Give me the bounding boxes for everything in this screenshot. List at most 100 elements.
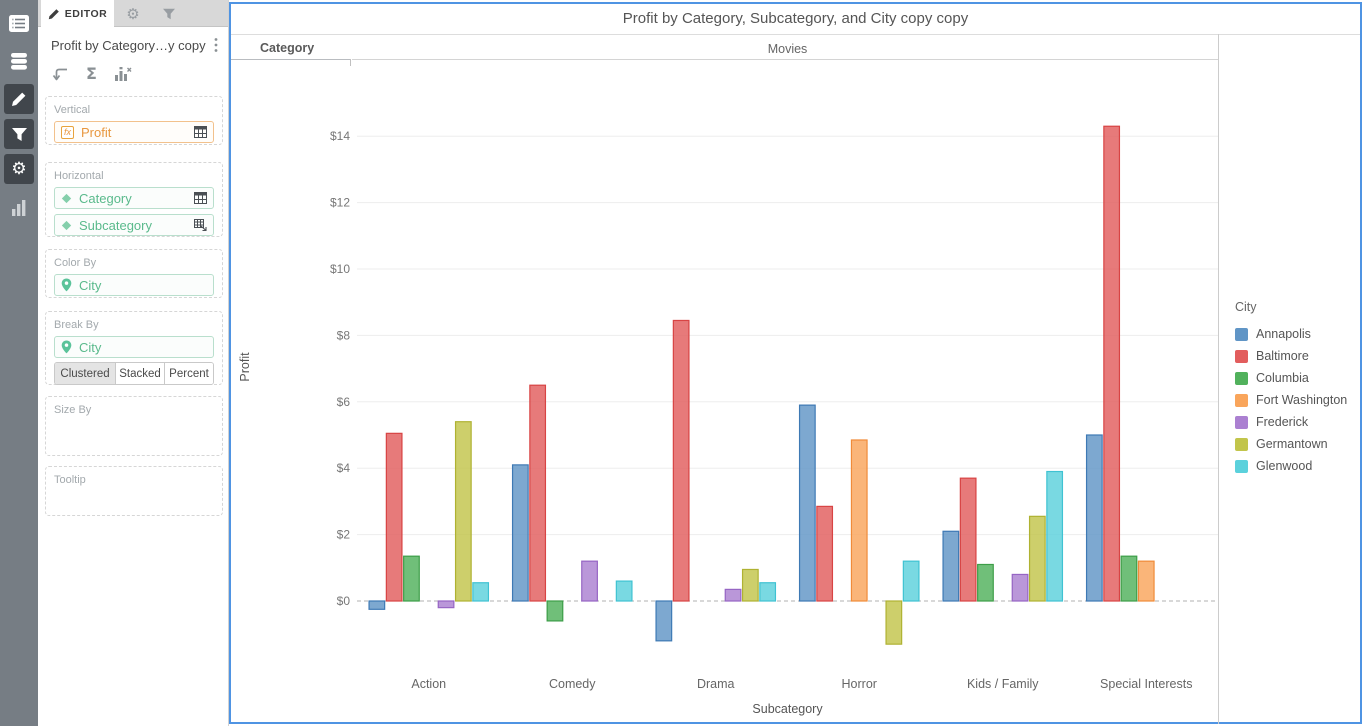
field-label: Category: [79, 190, 132, 206]
chart-title: Profit by Category, Subcategory, and Cit…: [622, 10, 969, 27]
database-icon[interactable]: [4, 46, 34, 76]
list-icon[interactable]: [4, 8, 34, 38]
bar-baltimore-drama[interactable]: [672, 319, 690, 602]
group-label: Size By: [54, 404, 92, 416]
bar-glenwood-action[interactable]: [472, 582, 490, 602]
bar-baltimore-horror[interactable]: [816, 505, 834, 602]
x-tick-label: Kids / Family: [967, 677, 1039, 691]
mode-stacked-button[interactable]: Stacked: [116, 363, 165, 384]
legend-item-baltimore[interactable]: Baltimore: [1235, 345, 1359, 367]
pencil-icon[interactable]: [4, 84, 34, 114]
tab-settings-gear-icon[interactable]: ⚙: [118, 0, 148, 27]
gear-glyph: ⚙: [11, 158, 27, 179]
gear-icon[interactable]: ⚙: [4, 154, 34, 184]
table-icon[interactable]: [194, 192, 207, 204]
vertical-field-profit[interactable]: fx Profit: [54, 121, 214, 143]
legend-swatch: [1235, 349, 1248, 363]
bar-baltimore-kids-family[interactable]: [959, 477, 977, 602]
x-tick-label: Action: [411, 677, 446, 691]
divider: [231, 59, 350, 60]
chart-axis-icon[interactable]: [114, 65, 132, 81]
attribute-diamond-icon: [61, 220, 72, 230]
color-by-field-city[interactable]: City: [54, 274, 214, 296]
group-tooltip[interactable]: Tooltip: [45, 466, 223, 516]
bar-frederick-drama[interactable]: [724, 588, 742, 602]
legend-swatch: [1235, 393, 1248, 407]
filter-icon[interactable]: [4, 119, 34, 149]
group-label: Tooltip: [54, 474, 86, 486]
group-label: Horizontal: [54, 170, 104, 182]
legend-item-annapolis[interactable]: Annapolis: [1235, 323, 1359, 345]
legend-label: Germantown: [1256, 437, 1328, 451]
legend-item-glenwood[interactable]: Glenwood: [1235, 455, 1359, 477]
bar-fort-washington-special-interests[interactable]: [1137, 560, 1155, 602]
bar-annapolis-action[interactable]: [368, 600, 386, 610]
attribute-diamond-icon: [61, 193, 72, 203]
kebab-menu-icon[interactable]: [213, 37, 219, 53]
undo-turn-icon[interactable]: [52, 66, 69, 81]
legend-title: City: [1235, 300, 1257, 314]
legend-item-germantown[interactable]: Germantown: [1235, 433, 1359, 455]
bar-frederick-action[interactable]: [437, 600, 455, 609]
bar-annapolis-kids-family[interactable]: [942, 530, 960, 602]
bar-glenwood-drama[interactable]: [759, 582, 777, 602]
bar-germantown-action[interactable]: [454, 421, 472, 602]
bar-glenwood-kids-family[interactable]: [1046, 470, 1064, 602]
bar-annapolis-drama[interactable]: [655, 600, 673, 642]
bar-columbia-kids-family[interactable]: [977, 563, 994, 602]
bar-annapolis-horror[interactable]: [798, 404, 816, 602]
horizontal-field-category[interactable]: Category: [54, 187, 214, 209]
map-pin-icon: [61, 278, 72, 292]
y-tick-label: $12: [330, 196, 350, 210]
legend-label: Annapolis: [1256, 327, 1311, 341]
bar-germantown-horror[interactable]: [885, 600, 903, 645]
pencil-tab-icon: [48, 8, 59, 19]
fx-icon: fx: [61, 125, 75, 139]
mode-clustered-button[interactable]: Clustered: [55, 363, 116, 384]
legend: City Annapolis Baltimore Columbia Fort Wash…: [1235, 300, 1359, 477]
bar-annapolis-comedy[interactable]: [511, 464, 529, 602]
legend-swatch: [1235, 437, 1248, 451]
bar-frederick-kids-family[interactable]: [1011, 573, 1029, 602]
group-size-by[interactable]: Size By: [45, 396, 223, 456]
field-label: City: [79, 277, 102, 293]
left-rail: ⚙: [0, 0, 38, 726]
legend-item-columbia[interactable]: Columbia: [1235, 367, 1359, 389]
y-tick-label: $6: [337, 395, 351, 409]
bar-columbia-comedy[interactable]: [546, 600, 564, 622]
legend-item-fort-washington[interactable]: Fort Washington: [1235, 389, 1359, 411]
legend-item-frederick[interactable]: Frederick: [1235, 411, 1359, 433]
table-drill-icon[interactable]: [194, 219, 207, 231]
bar-germantown-drama[interactable]: [741, 568, 759, 602]
bar-columbia-special-interests[interactable]: [1120, 555, 1138, 602]
tab-filter-icon[interactable]: [154, 0, 184, 27]
bar-germantown-kids-family[interactable]: [1028, 515, 1046, 602]
bar-frederick-comedy[interactable]: [581, 560, 598, 602]
bar-fort-washington-horror[interactable]: [850, 439, 868, 602]
tab-editor[interactable]: EDITOR: [41, 0, 114, 27]
bar-glenwood-comedy[interactable]: [615, 580, 633, 602]
break-by-field-city[interactable]: City: [54, 336, 214, 358]
bar-baltimore-comedy[interactable]: [529, 384, 547, 602]
bar-columbia-action[interactable]: [403, 555, 420, 602]
table-icon[interactable]: [194, 126, 207, 138]
horizontal-field-subcategory[interactable]: Subcategory: [54, 214, 214, 236]
bar-annapolis-special-interests[interactable]: [1085, 434, 1103, 602]
bar-baltimore-special-interests[interactable]: [1103, 125, 1121, 602]
bar-chart-icon[interactable]: [4, 192, 34, 222]
group-break-by: Break By City Clustered Stacked Percent: [45, 311, 223, 385]
editor-panel: EDITOR ⚙ Profit by Category…y copy: [38, 0, 229, 726]
mode-percent-button[interactable]: Percent: [165, 363, 213, 384]
sigma-icon[interactable]: Σ: [86, 63, 97, 83]
bar-glenwood-horror[interactable]: [902, 560, 920, 602]
x-tick-label: Comedy: [549, 677, 596, 691]
bar-baltimore-action[interactable]: [385, 432, 403, 602]
legend-label: Columbia: [1256, 371, 1309, 385]
legend-label: Frederick: [1256, 415, 1309, 429]
x-tick-label: Horror: [842, 677, 877, 691]
group-color-by: Color By City: [45, 249, 223, 298]
y-tick-label: $8: [337, 328, 351, 342]
y-axis-title: Profit: [238, 352, 252, 382]
x-tick-label: Drama: [697, 677, 735, 691]
